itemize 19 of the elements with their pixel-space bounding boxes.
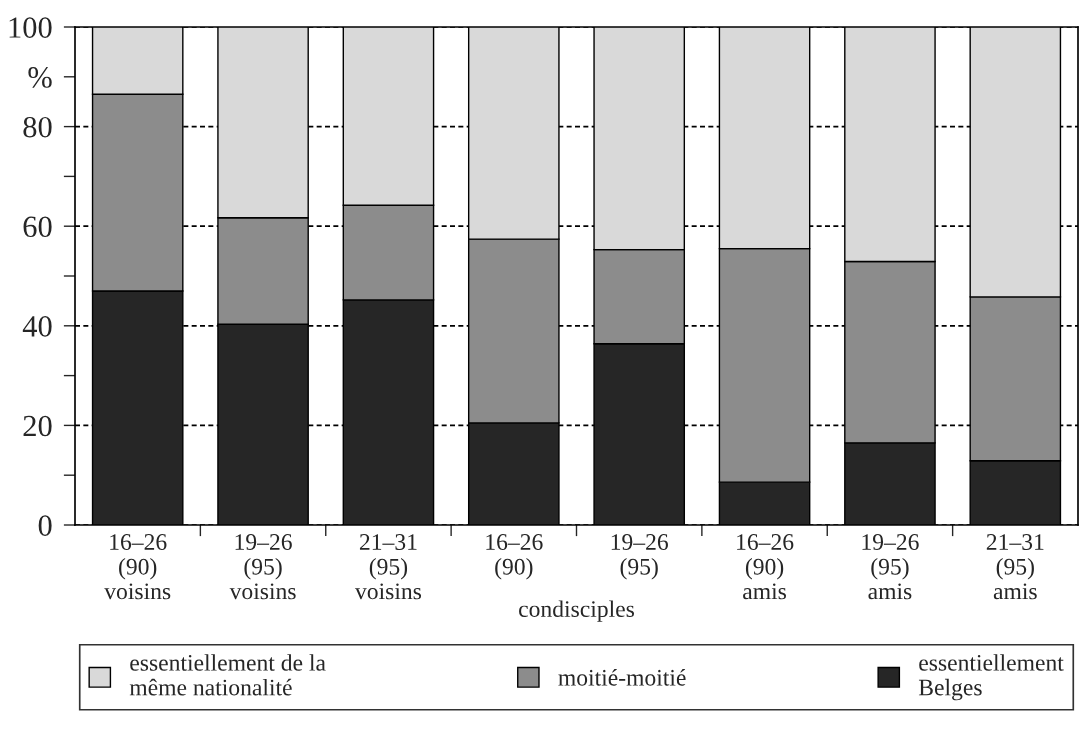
x-tick-label: 19–26 (95) — [611, 534, 668, 580]
x-tick-label: 21–31 (95) amis — [986, 534, 1044, 600]
y-tick-label: 100 — [9, 17, 52, 38]
legend-label: moitié-moitié — [558, 669, 686, 686]
x-tick-label: 19–26 (95) voisins — [229, 534, 296, 600]
x-tick-label: 16–26 (90) voisins — [104, 534, 171, 600]
y-tick-label: 20 — [23, 415, 52, 437]
x-tick-label: 19–26 (95) amis — [862, 534, 919, 600]
x-tick-label: 16–26 (90) amis — [737, 534, 794, 600]
legend-label: essentiellement Belges — [918, 654, 1064, 701]
text: condisciples — [519, 600, 634, 622]
y-tick-label: % — [28, 67, 52, 88]
y-tick-label: 0 — [38, 515, 52, 536]
legend-label: essentiellement de la même nationalité — [129, 654, 326, 696]
y-tick-label: 80 — [23, 116, 52, 138]
x-tick-label: 16–26 (90) — [486, 534, 543, 580]
y-tick-label: 60 — [23, 216, 52, 238]
x-tick-label: 21–31 (95) voisins — [354, 534, 422, 600]
y-tick-label: 40 — [22, 316, 52, 337]
